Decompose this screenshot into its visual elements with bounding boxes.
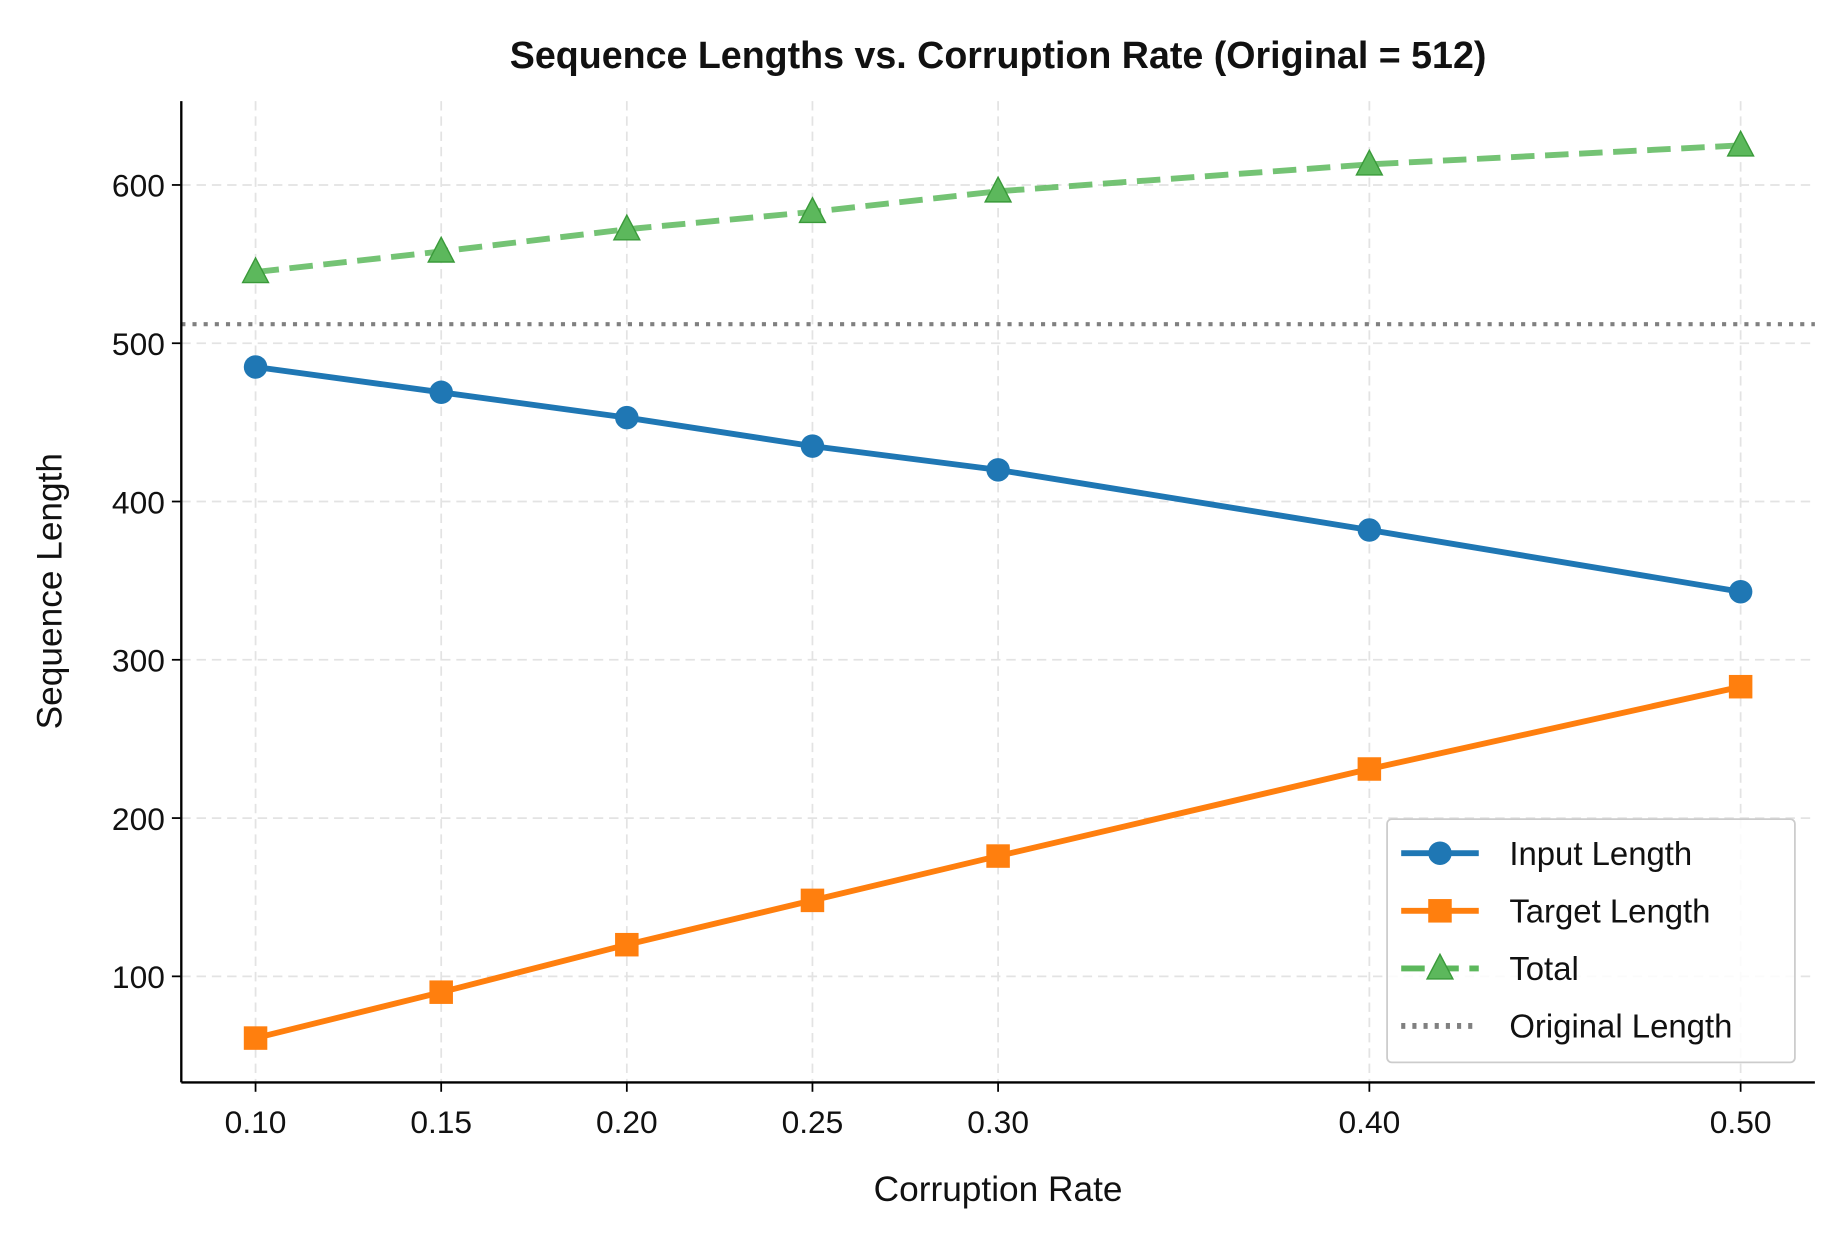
input-length-point (800, 434, 825, 458)
x-axis-label: Corruption Rate (874, 1170, 1123, 1209)
x-tick-label: 0.30 (967, 1104, 1029, 1140)
y-axis-label: Sequence Length (30, 453, 69, 729)
x-tick-label: 0.20 (596, 1104, 658, 1140)
series-target-length (243, 674, 1753, 1050)
y-tick-label: 300 (112, 643, 165, 679)
target-length-point (986, 844, 1010, 868)
input-length-point (986, 458, 1010, 482)
x-tick-label: 0.10 (225, 1104, 287, 1140)
total-point (241, 256, 270, 284)
target-length-point (1357, 757, 1382, 781)
legend: Input Length Target Length Total Original L… (1386, 818, 1796, 1064)
y-tick-label: 500 (112, 326, 165, 362)
y-tick-label: 100 (112, 959, 165, 995)
x-tick-label: 0.25 (782, 1104, 844, 1140)
total-point (798, 196, 827, 224)
legend-label: Original Length (1509, 1008, 1732, 1045)
x-tick-label: 0.40 (1338, 1104, 1400, 1140)
legend-swatch-marker (1428, 899, 1452, 923)
target-length-point (243, 1026, 268, 1050)
total-point (1726, 129, 1755, 157)
target-length-point (1728, 674, 1753, 699)
input-length-point (243, 355, 268, 379)
legend-item: Target Length (1401, 893, 1710, 930)
target-length-point (429, 980, 453, 1004)
total-point (427, 235, 456, 263)
series-input-length (243, 355, 1753, 604)
y-tick-label: 400 (112, 484, 165, 520)
series-group (241, 129, 1755, 1050)
legend-label: Target Length (1509, 893, 1710, 930)
legend-box (1386, 818, 1796, 1064)
x-tick-label: 0.15 (410, 1104, 472, 1140)
input-length-point (429, 380, 453, 405)
chart-title: Sequence Lengths vs. Corruption Rate (Or… (510, 34, 1487, 76)
x-tick-label: 0.50 (1710, 1104, 1772, 1140)
input-length-point (1357, 518, 1382, 542)
legend-item: Total (1401, 950, 1579, 987)
total-point (612, 213, 641, 241)
y-ticks: 100 200 300 400 500 600 (112, 168, 182, 995)
target-length-point (615, 932, 639, 957)
x-ticks: 0.10 0.15 0.20 0.25 0.30 0.40 0.50 (225, 1082, 1772, 1140)
legend-swatch-marker (1425, 952, 1455, 980)
legend-item: Input Length (1401, 835, 1692, 872)
legend-label: Input Length (1509, 835, 1692, 872)
y-tick-label: 200 (112, 801, 165, 837)
legend-label: Total (1509, 950, 1578, 987)
input-length-point (615, 405, 639, 430)
legend-swatch-marker (1428, 841, 1452, 865)
y-tick-label: 600 (112, 168, 165, 204)
total-point (1355, 148, 1384, 176)
series-total (241, 129, 1755, 284)
target-length-point (800, 888, 825, 913)
input-length-point (1728, 579, 1753, 604)
total-point (983, 175, 1013, 203)
legend-item: Original Length (1401, 1008, 1732, 1045)
